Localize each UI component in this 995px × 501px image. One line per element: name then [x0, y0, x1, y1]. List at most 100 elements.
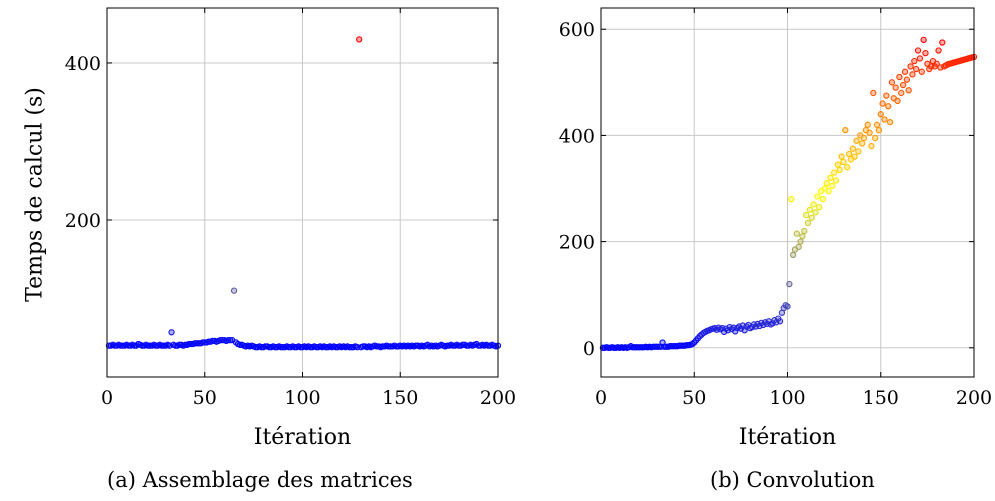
data-point — [788, 195, 795, 203]
data-point — [911, 57, 918, 65]
data-point — [789, 251, 797, 259]
y-tick-label: 200 — [559, 232, 595, 254]
x-tick-label: 50 — [682, 387, 706, 409]
data-point — [888, 79, 896, 86]
data-point — [795, 243, 802, 251]
data-point — [903, 76, 911, 83]
data-point — [914, 47, 922, 54]
data-point — [892, 84, 899, 91]
data-point — [836, 166, 843, 174]
y-tick-label: 200 — [65, 210, 101, 232]
data-point — [909, 71, 916, 78]
x-tick-label: 100 — [284, 387, 320, 409]
data-point — [844, 164, 851, 171]
data-point — [920, 36, 927, 44]
data-point — [866, 129, 873, 136]
x-tick-label: 200 — [480, 387, 516, 409]
data-point — [896, 73, 903, 81]
data-point — [803, 211, 810, 219]
data-point — [881, 116, 888, 123]
y-tick-label: 0 — [583, 338, 595, 360]
data-point — [864, 121, 871, 128]
data-point — [816, 203, 823, 211]
data-point — [784, 303, 791, 310]
y-axis-label: Temps de calcul (s) — [23, 87, 48, 302]
data-point — [776, 318, 784, 325]
scatter-points — [599, 36, 978, 351]
data-point — [916, 55, 924, 62]
x-tick-label: 0 — [101, 387, 113, 409]
data-point — [898, 89, 905, 97]
caption-a: (a) Assemblage des matrices — [107, 468, 413, 492]
data-point — [868, 142, 875, 150]
data-point — [901, 68, 909, 75]
data-point — [860, 134, 868, 142]
data-point — [913, 65, 920, 73]
data-point — [886, 119, 894, 126]
data-point — [873, 121, 881, 128]
data-point — [168, 329, 175, 336]
data-point — [939, 39, 946, 46]
data-point — [827, 174, 834, 182]
chart-a-assemblage: 0 50 100 150 200 200 400 Itération Temps de c… — [23, 7, 516, 450]
data-point — [838, 153, 845, 160]
data-point — [356, 36, 363, 43]
x-tick-label: 100 — [769, 387, 805, 409]
data-point — [842, 126, 849, 134]
data-point — [875, 126, 883, 134]
x-tick-labels: 0 50 100 150 200 — [595, 387, 992, 409]
y-tick-label: 600 — [559, 19, 595, 41]
x-tick-label: 150 — [863, 387, 899, 409]
x-tick-label: 0 — [595, 387, 607, 409]
data-point — [883, 92, 890, 99]
caption-b: (b) Convolution — [710, 468, 875, 492]
data-point — [922, 49, 929, 57]
chart-b-convolution: 0 50 100 150 200 0 200 400 600 Itération — [559, 7, 992, 450]
data-point — [851, 153, 858, 160]
data-point — [933, 60, 940, 67]
data-point — [879, 100, 886, 107]
data-point — [853, 137, 860, 144]
data-point — [801, 227, 808, 235]
data-point — [907, 63, 914, 70]
data-point — [825, 188, 832, 195]
data-point — [885, 103, 892, 110]
data-point — [832, 177, 840, 184]
data-point — [870, 89, 877, 97]
data-point — [899, 81, 907, 89]
plot-frame — [106, 7, 499, 378]
data-point — [732, 328, 739, 335]
scatter-points — [105, 36, 502, 351]
x-tick-label: 150 — [382, 387, 418, 409]
data-point — [793, 230, 800, 237]
data-point — [834, 161, 842, 168]
data-point — [227, 336, 234, 344]
data-point — [830, 169, 838, 176]
y-tick-labels: 0 200 400 600 — [559, 19, 595, 360]
grid-lines — [106, 8, 499, 377]
data-point — [810, 201, 817, 208]
data-point — [935, 47, 942, 54]
data-point — [808, 214, 815, 221]
data-point — [918, 68, 925, 75]
data-point — [840, 158, 847, 166]
x-axis-label: Itération — [739, 425, 836, 450]
x-tick-label: 50 — [193, 387, 217, 409]
data-point — [877, 111, 884, 118]
data-point — [230, 287, 238, 294]
grid-lines — [600, 8, 975, 377]
data-point — [872, 134, 879, 142]
data-point — [797, 238, 804, 245]
data-point — [786, 280, 793, 288]
data-point — [819, 195, 827, 203]
y-tick-labels: 200 400 — [65, 53, 101, 232]
data-point — [806, 206, 814, 213]
y-tick-label: 400 — [559, 125, 595, 147]
data-point — [849, 145, 856, 152]
x-tick-labels: 0 50 100 150 200 — [101, 387, 516, 409]
data-point — [858, 140, 866, 147]
data-point — [845, 150, 853, 158]
data-point — [829, 182, 836, 190]
data-point — [814, 193, 821, 200]
